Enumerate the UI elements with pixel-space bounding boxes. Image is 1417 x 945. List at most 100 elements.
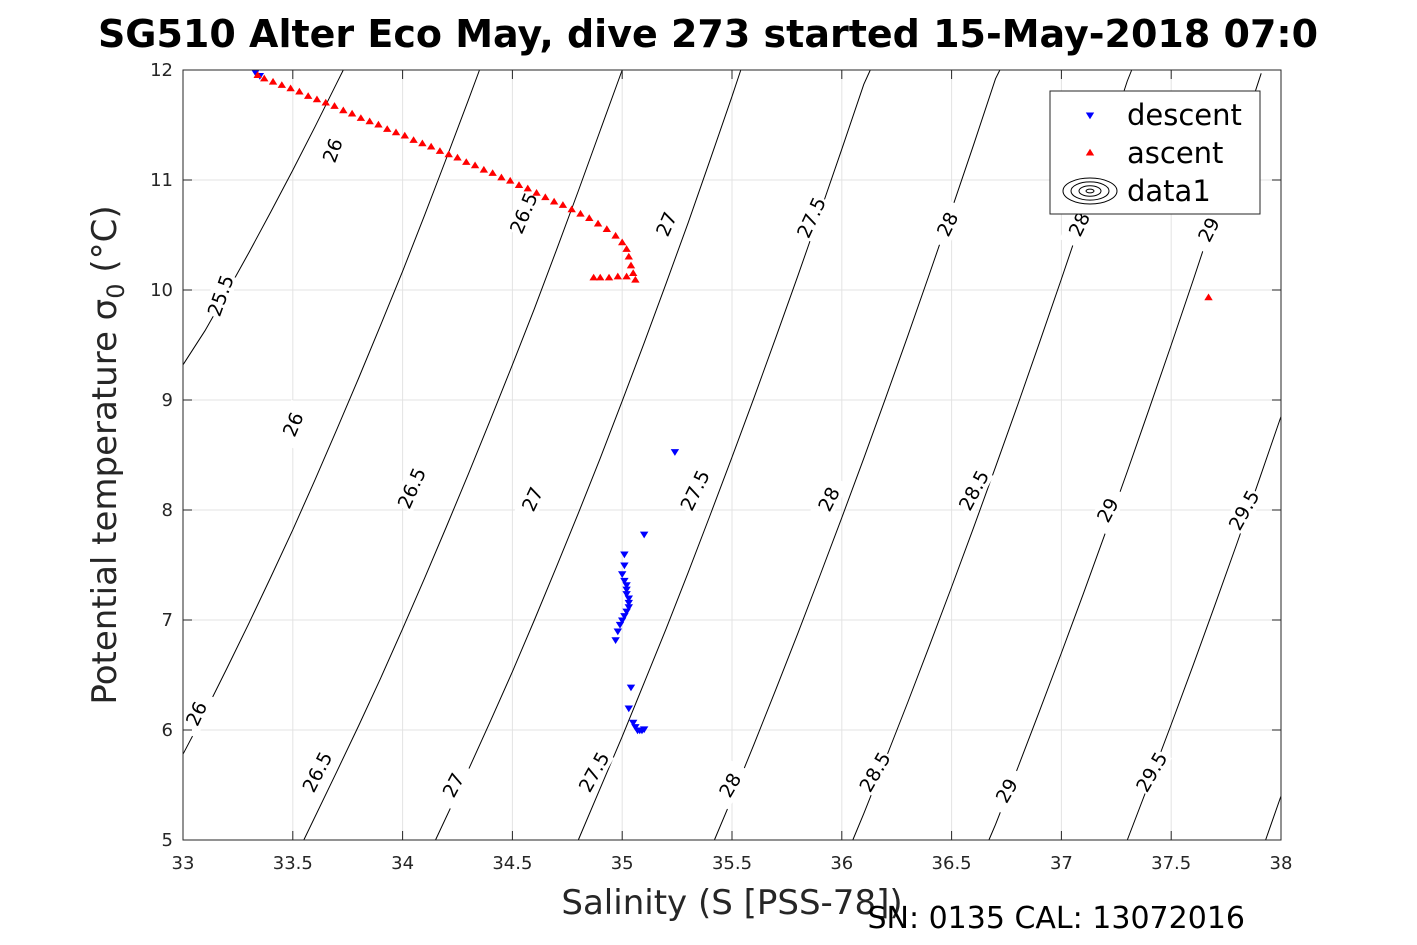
contour-label-group: 26	[176, 688, 216, 739]
isopycnal-27-5	[577, 69, 871, 841]
contour-label-group: 26.5	[392, 463, 431, 513]
ascent-marker	[312, 95, 322, 103]
ascent-marker	[611, 231, 620, 239]
contour-label-background	[1130, 747, 1172, 797]
descent-marker	[618, 617, 627, 625]
contour-label-group: 28	[927, 199, 967, 249]
tick-layer: 33 33.5 34 34.5 35 35.5 36 36.5 37 37.5 38 5 6 7 8 9 10 1…	[150, 60, 1292, 874]
ascent-marker	[1204, 293, 1213, 301]
contour-label-group: 26	[274, 399, 312, 449]
legend-items: descent ascent data1	[1062, 98, 1242, 208]
legend-contour-icon	[1078, 185, 1102, 197]
contour-label-background	[433, 760, 474, 810]
contour-label-group: 29	[985, 765, 1028, 816]
legend-descent-marker	[1085, 112, 1095, 120]
descent-marker	[622, 591, 631, 598]
ascent-marker	[444, 150, 453, 158]
descent-marker	[615, 621, 625, 629]
x-tick-label: 35.5	[712, 853, 752, 874]
ascent-marker	[624, 252, 633, 260]
descent-marker	[624, 604, 633, 611]
ascent-marker	[613, 272, 623, 280]
contour-label-group: 28.5	[854, 747, 896, 797]
ascent-marker	[618, 238, 627, 246]
ascent-marker	[506, 176, 515, 184]
contour-label-background	[392, 463, 431, 513]
descent-marker	[622, 608, 631, 616]
contour-label-background	[647, 199, 686, 249]
x-tick-label: 36.5	[932, 853, 972, 874]
contour-label-group: 27	[512, 474, 552, 524]
descent-marker	[620, 562, 629, 570]
descent-marker	[251, 69, 260, 77]
ascent-marker	[356, 114, 366, 121]
ascent-marker	[339, 106, 348, 114]
ascent-marker	[383, 125, 392, 132]
isopycnal-28	[713, 69, 1001, 841]
contour-label-background	[314, 125, 351, 175]
contour-label-background	[953, 465, 994, 515]
ascent-marker	[470, 161, 480, 169]
ascent-marker	[604, 273, 614, 281]
descent-marker	[620, 613, 629, 620]
y-axis-label: Potential temperature σ0 (°C)	[85, 205, 130, 704]
contour-label-background	[927, 199, 967, 249]
contour-label-group: 27.5	[791, 192, 831, 242]
ascent-marker	[277, 81, 287, 88]
contour-label-group: 26.5	[297, 747, 337, 797]
ascent-marker	[593, 219, 603, 227]
contour-label-group: 29.5	[1130, 747, 1172, 797]
contour-label-background	[985, 765, 1028, 816]
descent-marker	[620, 577, 629, 585]
ascent-marker	[602, 225, 612, 233]
legend: descent ascent data1	[1049, 90, 1261, 215]
ascent-marker	[418, 139, 427, 147]
ascent-marker	[303, 92, 313, 99]
ascent-marker	[488, 169, 497, 176]
contour-label-group: 26	[314, 125, 351, 175]
data-markers	[251, 69, 1213, 735]
legend-contour-icon	[1062, 177, 1118, 205]
ascent-marker	[391, 128, 401, 136]
contour-label-background	[854, 747, 896, 797]
isopycnal-26	[182, 69, 480, 755]
descent-marker	[624, 705, 633, 713]
ascent-marker	[409, 136, 418, 143]
contour-label-group: 27.5	[573, 747, 614, 797]
ascent-marker	[585, 214, 594, 222]
contour-label-background	[808, 474, 849, 524]
ascent-marker	[596, 273, 605, 281]
ascent-marker	[321, 98, 330, 106]
x-tick-label: 36	[830, 853, 853, 874]
isopycnal-27	[435, 69, 742, 841]
isopycnal-30	[1265, 795, 1282, 841]
ascent-marker	[295, 87, 304, 95]
x-axis-label: Salinity (S [PSS-78])	[561, 883, 902, 923]
y-tick-label: 6	[162, 720, 173, 741]
contour-label: 26.5	[298, 748, 337, 796]
contour-label-group: 25.5	[202, 271, 239, 320]
legend-data1-label: data1	[1127, 174, 1211, 208]
ascent-marker	[426, 142, 436, 150]
ascent-marker	[514, 181, 524, 189]
legend-contour-icon	[1070, 181, 1110, 201]
descent-marker	[670, 449, 680, 456]
y-tick-label: 10	[150, 280, 173, 301]
ascent-marker	[453, 153, 462, 161]
contour-label-background	[1087, 485, 1128, 535]
contour-label-background	[504, 188, 543, 238]
ascent-marker	[558, 201, 568, 208]
y-axis-label-main: Potential temperature σ	[85, 299, 125, 705]
legend-descent-label: descent	[1127, 98, 1242, 132]
contour-label-group: 28.5	[953, 465, 994, 515]
ascent-marker	[523, 184, 532, 192]
ascent-marker	[365, 117, 374, 125]
contour-label-background	[176, 688, 216, 739]
x-tick-label: 34.5	[492, 853, 532, 874]
y-axis-label-unit: (°C)	[85, 205, 125, 283]
y-tick-label: 12	[150, 60, 173, 81]
ascent-marker	[622, 272, 631, 280]
y-axis-label-subscript: 0	[102, 283, 130, 298]
contour-label-background	[512, 474, 552, 524]
